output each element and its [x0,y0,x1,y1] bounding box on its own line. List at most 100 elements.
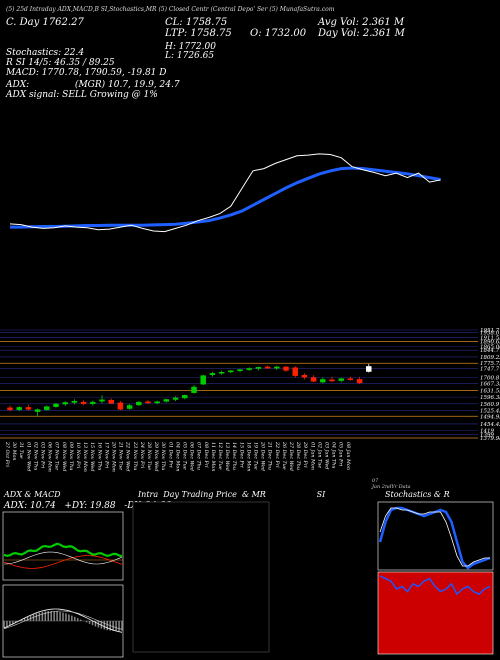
macd-signal-line [3,610,123,630]
date-axis-label: 21 Dec Thu [267,441,273,470]
adx-panel-title: ADX & MACD [4,490,61,499]
day-volume: Day Vol: 2.361 M [318,28,405,39]
date-axis-label: 08 Nov Wed [61,442,67,471]
date-axis-label: 02 Jan Tue [316,442,322,468]
avg-volume: Avg Vol: 2.361 M [318,17,405,28]
candle-body [62,402,68,405]
price-axis-label: 1399 [480,432,494,438]
candle-body [117,402,124,410]
candle-body [320,379,326,383]
candle-body [34,409,41,412]
date-axis-label: 14 Dec Thu [231,442,237,470]
bottom-note: 07 Jan 2ndYr Data [372,478,411,490]
candle-body [163,399,170,402]
candle-body [16,407,22,410]
price-axis-label: 1667.35 [480,382,500,388]
candle-body [228,370,234,373]
date-axis-label: 30 Mon [11,442,17,461]
price-axis-label: 1844.7 [480,348,500,354]
date-axis-label: 27 Dec Wed [288,441,294,471]
candle-body [338,378,344,381]
rsi-panel-frame [377,571,494,655]
price-axis-label: 1379.98 [480,436,500,442]
macd-line [3,608,123,633]
date-axis-label: 05 Jan Fri [338,442,344,467]
date-axis-label: 18 Dec Mon [245,442,251,471]
date-axis-label: 09 Nov Thu [68,442,74,470]
date-axis-label: 28 Nov Tue [146,441,152,470]
candle-body [264,366,271,369]
candle-body [283,366,289,371]
date-axis-label: 19 Dec Tue [253,442,259,470]
date-axis-label: 10 Nov Fri [75,442,81,469]
candle-body [90,401,96,404]
date-axis-label: 07 Dec Thu [196,442,202,470]
date-axis-label: 29 Nov Wed [153,441,159,471]
date-axis-label: 16 Nov Thu [96,442,102,470]
date-axis-label: 20 Dec Wed [260,441,266,471]
date-axis-label: 11 Dec Mon [210,442,216,471]
candle-body [218,372,225,374]
header-overlap-titles: (5) 25d Intraday ADX,MACD,B SI,Stochasti… [6,6,335,13]
intraday-panel-title: Intra Day Trading Price & MR SI [138,490,326,499]
candle-body [145,401,151,404]
macd-readout: MACD: 1770.78, 1790.59, -19.81 D [6,68,167,78]
date-axis-label: 13 Nov Mon [82,442,88,472]
date-axis-label: 06 Dec Wed [189,442,195,471]
candle-body [200,375,206,385]
candle-body [25,407,32,410]
candle-body [356,379,363,384]
date-axis-label: 01 Jan Mon [309,442,315,470]
price-axis-label: 1596.38 [480,395,500,401]
candle-body [44,406,50,410]
candle-body [172,397,179,400]
date-axis-label: 28 Dec Thu [295,441,301,470]
date-axis-label: 08 Dec Fri [203,442,209,468]
candle-body [108,399,114,404]
price-axis-label: 1525.43 [480,409,500,415]
date-axis-label: 23 Nov Thu [132,441,138,470]
candle-body [209,373,216,375]
price-axis-label: 1865.06 [480,344,500,350]
price-axis-label: 1911.53 [480,336,500,342]
candle-body [274,366,280,369]
candle-body [154,401,160,404]
date-axis-label: 29 Dec Fri [302,441,308,468]
candle-body [53,403,59,407]
open-price: O: 1732.00 [250,28,307,39]
date-axis-label: 08 Jan Mon [345,442,351,470]
date-axis-label: 22 Dec Fri [274,441,280,468]
date-axis-label: 15 Nov Wed [89,442,95,471]
candle-body [255,367,262,369]
price-axis-label: 1775.75 [480,361,500,367]
date-axis-label: 21 Nov Tue [118,441,124,470]
main-price-chart: 1951.71938.011911.531890.631865.061844.7… [0,153,500,472]
date-axis-label: 30 Nov Thu [160,442,166,470]
candle-body [246,368,252,370]
price-axis-label: 1631.53 [480,388,500,394]
ltp-price: LTP: 1758.75 [165,28,232,39]
high-price: H: 1772.00 [165,42,216,52]
price-axis-label: 1419 [480,429,494,435]
date-axis-label: 26 Dec Tue [281,441,287,470]
price-axis-label: 1951.7 [480,328,500,334]
price-axis-label: 1700.87 [480,375,500,381]
date-axis-label: 15 Dec Fri [238,442,244,468]
short-moving-average-line [9,153,441,233]
long-moving-average-line [10,166,441,229]
adx-readout: ADX: (MGR) 10.7, 19.9, 24.7 [6,80,180,90]
candle-body [237,369,243,371]
rsi-line [379,575,491,596]
date-axis-label: 06 Nov Mon [47,442,53,472]
plus-di-line [3,542,123,558]
date-axis-label: 22 Nov Wed [125,441,131,471]
candle-body [136,401,142,406]
adx-line [3,551,123,565]
candle-body [99,399,105,402]
candle-body [7,407,13,410]
candle-body [310,377,317,382]
date-axis-label: 07 Nov Tue [54,442,60,470]
low-price: L: 1726.65 [165,51,215,61]
date-axis-label: 01 Nov Wed [25,442,31,471]
price-axis-label: 1454.45 [480,422,500,428]
